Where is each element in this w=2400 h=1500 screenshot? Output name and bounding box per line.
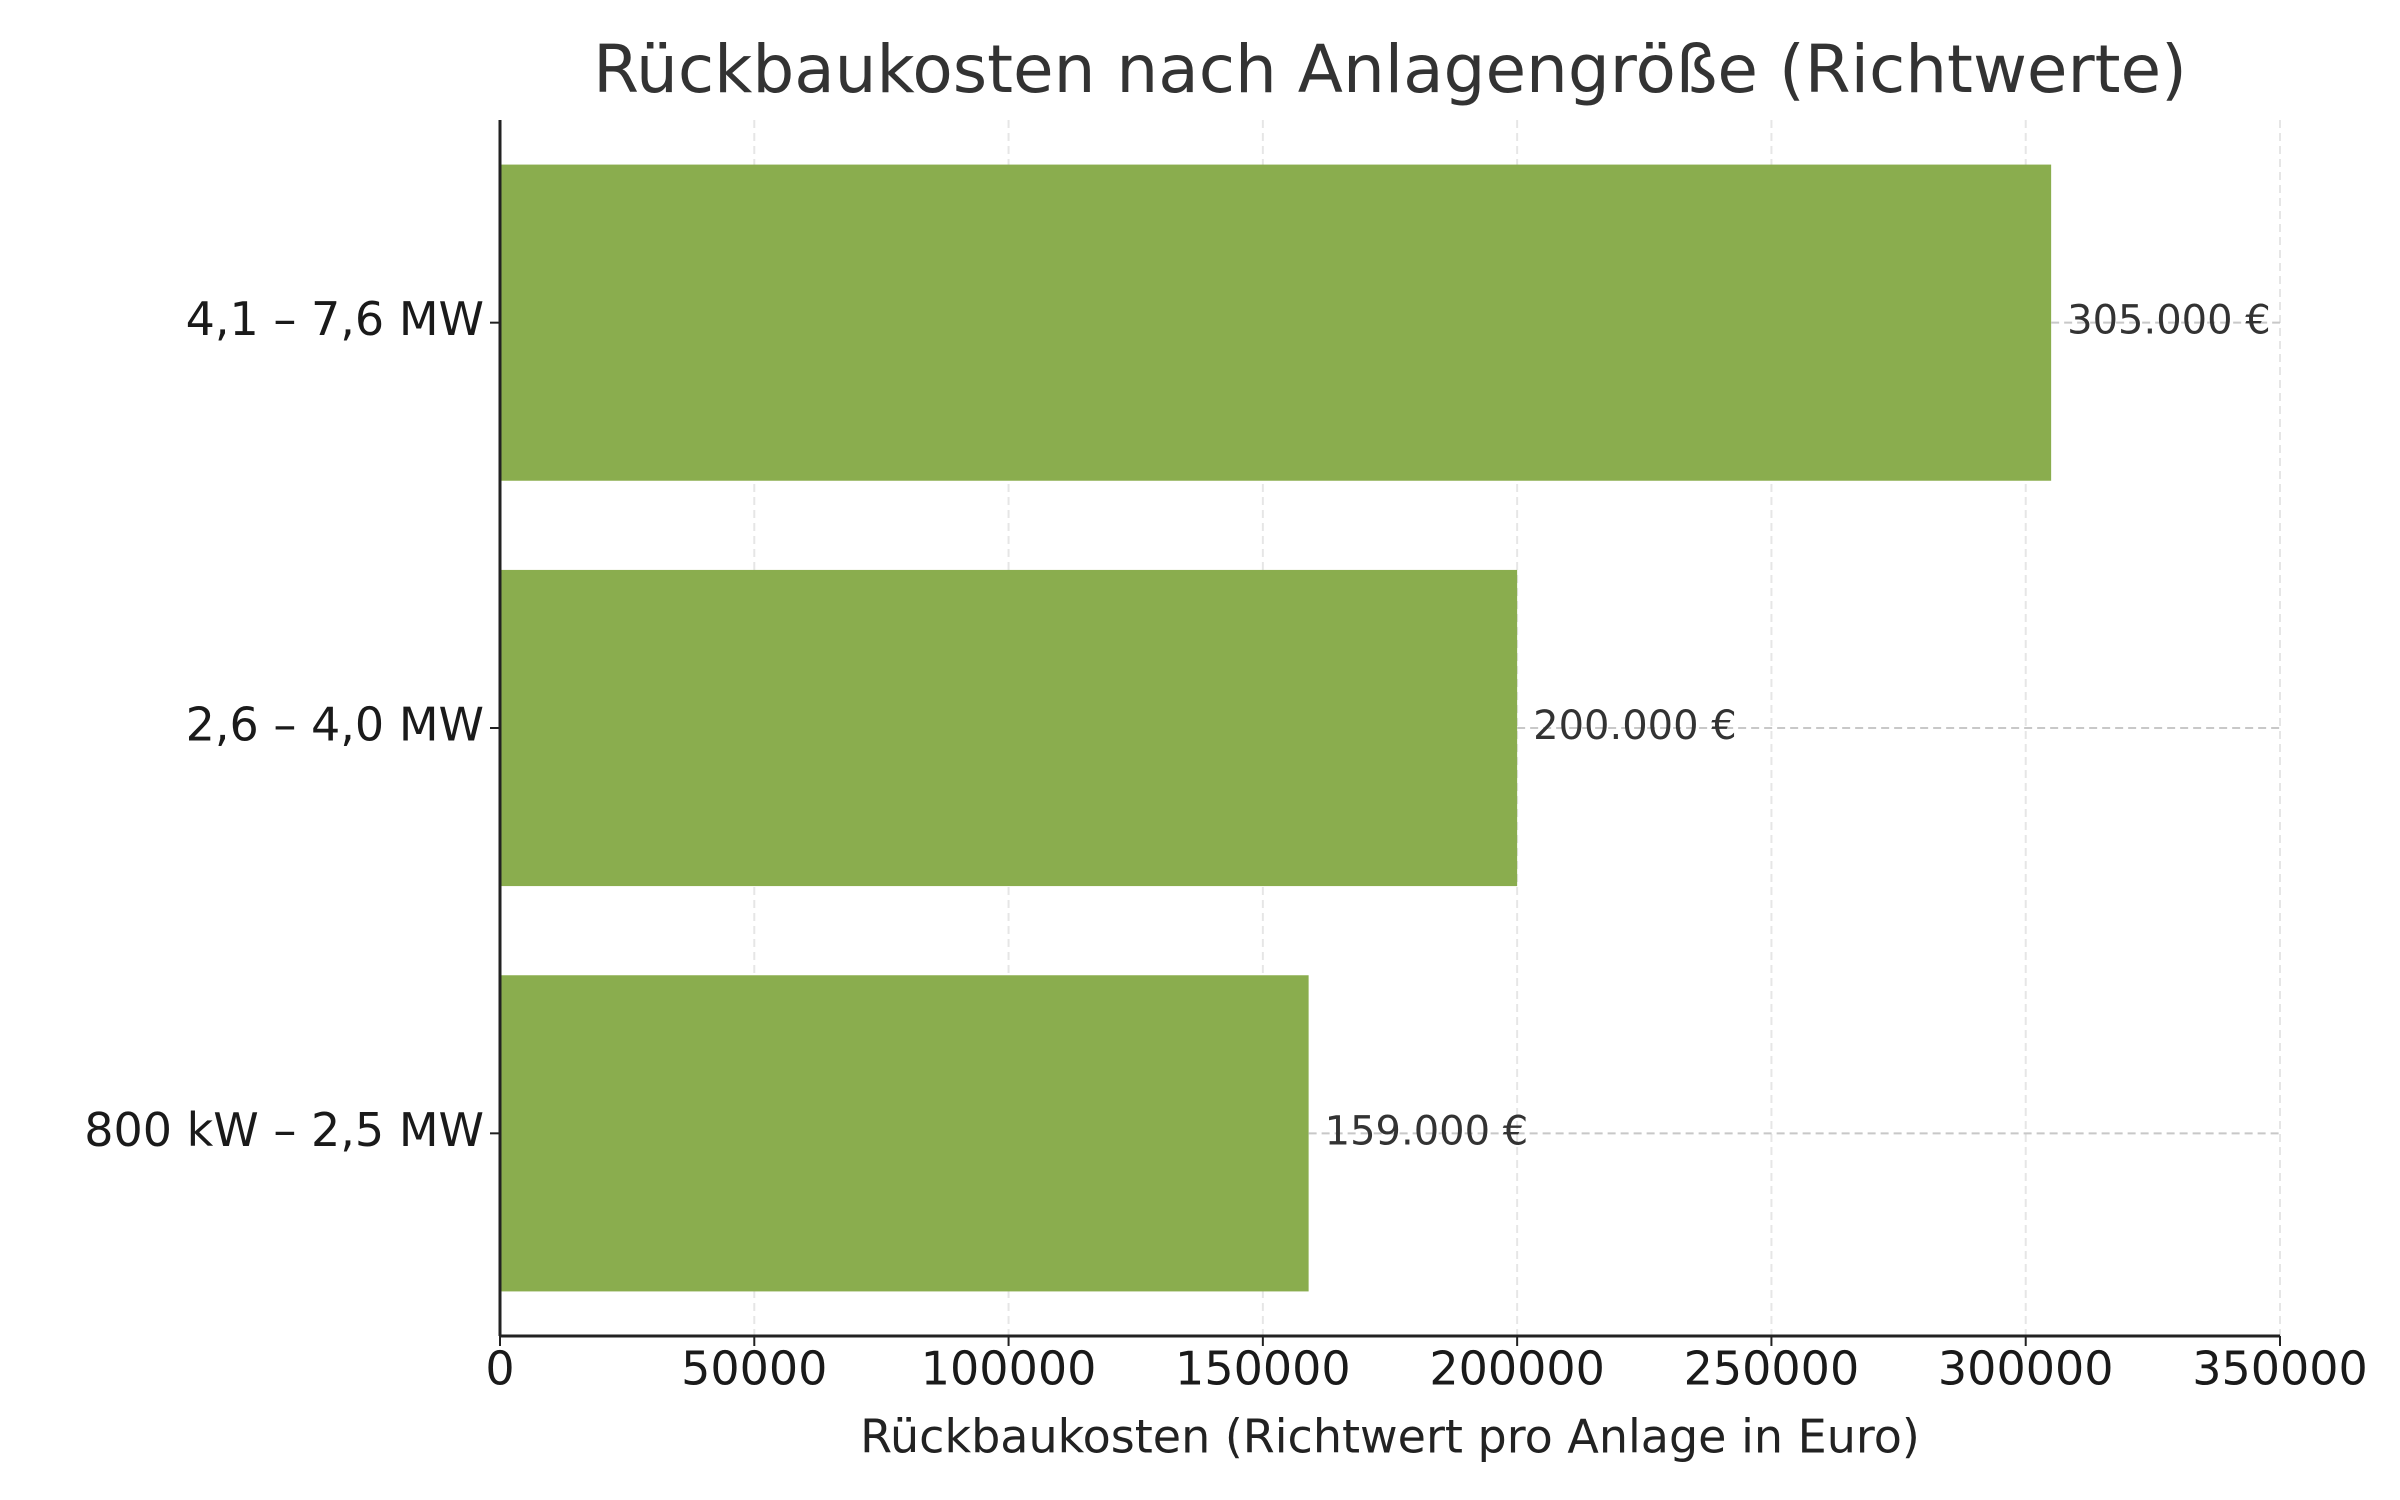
x-tick-label: 250000 — [1684, 1342, 1860, 1396]
x-tick-label: 350000 — [2192, 1342, 2368, 1396]
chart-title: Rückbaukosten nach Anlagengröße (Richtwe… — [593, 31, 2187, 108]
x-tick-label: 150000 — [1175, 1342, 1351, 1396]
y-tick-label: 800 kW – 2,5 MW — [84, 1103, 484, 1157]
value-label: 305.000 € — [2067, 298, 2271, 344]
x-tick-label: 0 — [485, 1342, 514, 1396]
value-label: 159.000 € — [1325, 1108, 1529, 1154]
bar — [500, 164, 2052, 481]
bar — [500, 569, 1518, 887]
x-axis-label: Rückbaukosten (Richtwert pro Anlage in E… — [860, 1410, 1920, 1464]
bar — [500, 975, 1309, 1292]
x-tick-label: 300000 — [1938, 1342, 2114, 1396]
x-tick-label: 100000 — [921, 1342, 1097, 1396]
value-label: 200.000 € — [1533, 703, 1737, 749]
x-tick-label: 50000 — [681, 1342, 827, 1396]
y-tick-label: 2,6 – 4,0 MW — [186, 698, 484, 752]
x-tick-label: 200000 — [1429, 1342, 1605, 1396]
y-tick-label: 4,1 – 7,6 MW — [186, 292, 484, 346]
